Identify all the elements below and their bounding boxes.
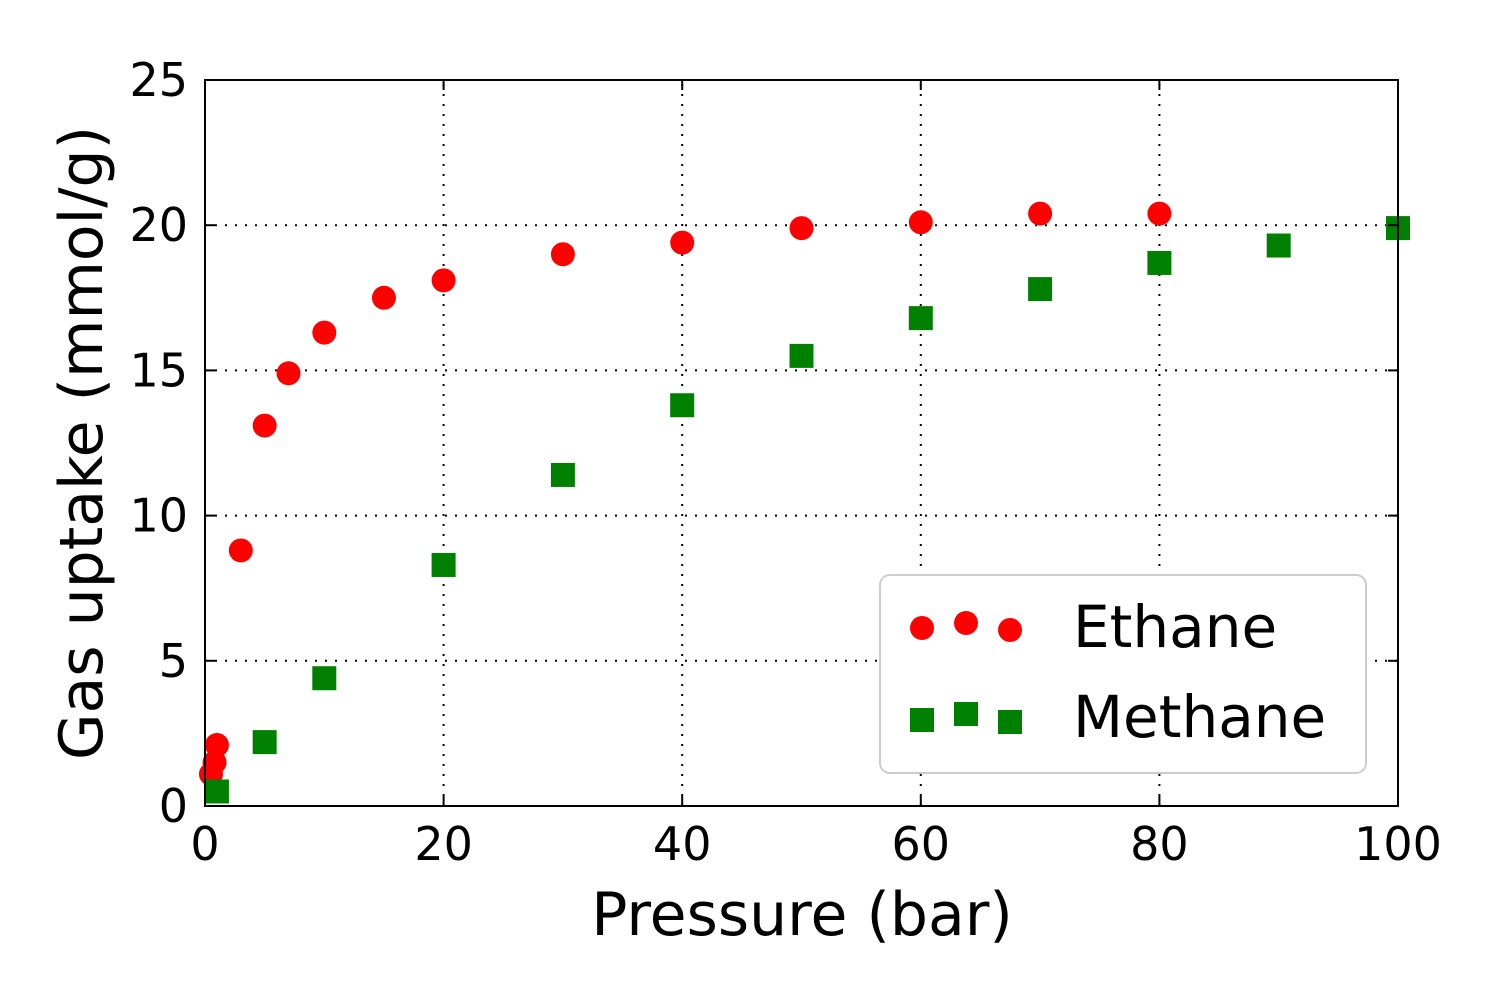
x-tick-label: 0: [190, 817, 219, 871]
y-tick-label: 25: [129, 53, 188, 107]
methane-point: [1266, 233, 1291, 258]
y-tick-label: 15: [129, 343, 188, 397]
legend: Ethane Methane: [879, 574, 1367, 774]
legend-markers: [910, 611, 1022, 734]
methane-point: [431, 552, 456, 577]
x-tick-label: 20: [414, 817, 473, 871]
plot-frame: [204, 79, 1399, 807]
legend-marker-ethane: [998, 618, 1022, 642]
ethane-point: [276, 361, 301, 386]
x-tick-label: 40: [653, 817, 712, 871]
y-tick-label: 5: [159, 634, 188, 688]
legend-marker-methane: [954, 702, 978, 726]
y-axis-label: Gas uptake (mmol/g): [47, 126, 117, 760]
x-tick-label: 100: [1354, 817, 1442, 871]
x-tick-label: 80: [1130, 817, 1189, 871]
ethane-point: [252, 413, 277, 438]
methane-point: [1028, 277, 1053, 302]
ethane-point: [550, 242, 575, 267]
ethane-point: [908, 210, 933, 235]
methane-point: [789, 343, 814, 368]
ethane-point: [371, 285, 396, 310]
methane-point: [312, 666, 337, 691]
ethane-point: [1028, 201, 1053, 226]
legend-marker-methane: [910, 708, 934, 732]
y-tick-label: 20: [129, 198, 188, 252]
ethane-point: [228, 538, 253, 563]
methane-point: [1147, 250, 1172, 275]
ethane-point: [312, 320, 337, 345]
legend-marker-ethane: [954, 611, 978, 635]
legend-label-methane: Methane: [1073, 683, 1326, 751]
ethane-point: [789, 216, 814, 241]
x-axis-label: Pressure (bar): [591, 880, 1013, 950]
methane-point: [670, 393, 695, 418]
axis-ticks: 0 20 40 60 80 100 0 5 10 15 20 25: [129, 53, 1441, 871]
methane-point: [908, 306, 933, 331]
ethane-point: [431, 268, 456, 293]
methane-point: [204, 779, 229, 804]
y-tick-label: 10: [129, 489, 188, 543]
ethane-point: [670, 230, 695, 255]
ethane-point: [204, 733, 229, 758]
y-tick-label: 0: [159, 779, 188, 833]
legend-label-ethane: Ethane: [1073, 593, 1277, 661]
data-points: [198, 201, 1410, 804]
ethane-point: [1147, 201, 1172, 226]
methane-point: [550, 462, 575, 487]
legend-marker-ethane: [910, 616, 934, 640]
x-tick-label: 60: [892, 817, 951, 871]
legend-marker-methane: [998, 710, 1022, 734]
methane-point: [252, 730, 277, 755]
